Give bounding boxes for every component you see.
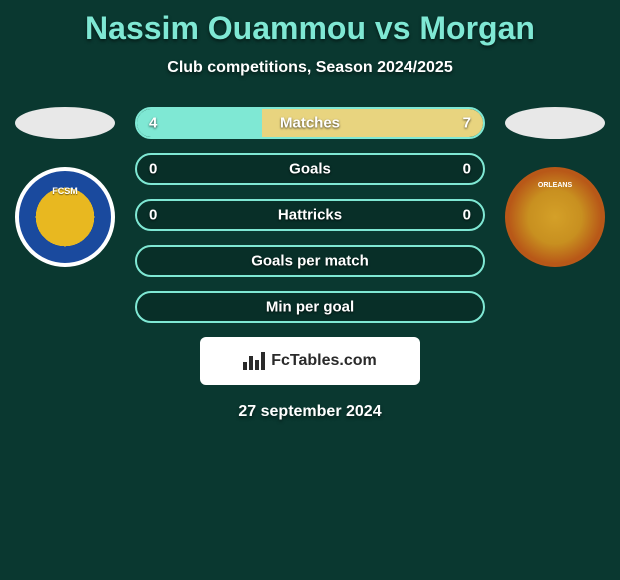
bar-value-left: 4	[149, 115, 157, 132]
bar-label: Matches	[280, 115, 340, 132]
comparison-area: Matches 4 7 Goals 0 0 Hattricks 0 0 Goals per mat…	[0, 107, 620, 323]
stat-bar: Min per goal	[135, 291, 485, 323]
left-name-placeholder	[15, 107, 115, 139]
left-team-column	[15, 107, 115, 267]
stat-bar: Matches 4 7	[135, 107, 485, 139]
bar-label: Hattricks	[278, 207, 342, 224]
right-team-badge	[505, 167, 605, 267]
stats-bars: Matches 4 7 Goals 0 0 Hattricks 0 0 Goals per mat…	[135, 107, 485, 323]
right-name-placeholder	[505, 107, 605, 139]
bar-label: Goals per match	[251, 253, 369, 270]
subtitle: Club competitions, Season 2024/2025	[0, 59, 620, 77]
brand-text: FcTables.com	[271, 352, 377, 370]
left-team-badge	[15, 167, 115, 267]
bar-value-right: 7	[463, 115, 471, 132]
bar-value-left: 0	[149, 207, 157, 224]
bar-label: Min per goal	[266, 299, 354, 316]
brand-box[interactable]: FcTables.com	[200, 337, 420, 385]
bar-value-right: 0	[463, 207, 471, 224]
stat-bar: Hattricks 0 0	[135, 199, 485, 231]
bar-label: Goals	[289, 161, 331, 178]
bar-value-left: 0	[149, 161, 157, 178]
chart-icon	[243, 352, 265, 370]
date-label: 27 september 2024	[0, 403, 620, 421]
stat-bar: Goals per match	[135, 245, 485, 277]
bar-value-right: 0	[463, 161, 471, 178]
stat-bar: Goals 0 0	[135, 153, 485, 185]
page-title: Nassim Ouammou vs Morgan	[0, 10, 620, 47]
right-team-column	[505, 107, 605, 267]
